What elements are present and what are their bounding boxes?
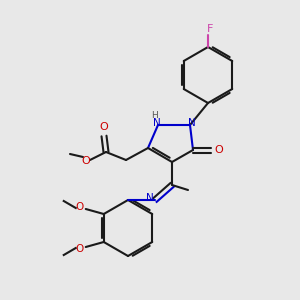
Text: H: H	[151, 110, 158, 119]
Text: N: N	[188, 118, 196, 128]
Text: O: O	[82, 156, 90, 166]
Text: O: O	[214, 145, 224, 155]
Text: F: F	[207, 24, 213, 34]
Text: N: N	[146, 193, 154, 203]
Text: O: O	[100, 122, 108, 132]
Text: O: O	[76, 202, 84, 212]
Text: O: O	[76, 244, 84, 254]
Text: N: N	[153, 118, 161, 128]
